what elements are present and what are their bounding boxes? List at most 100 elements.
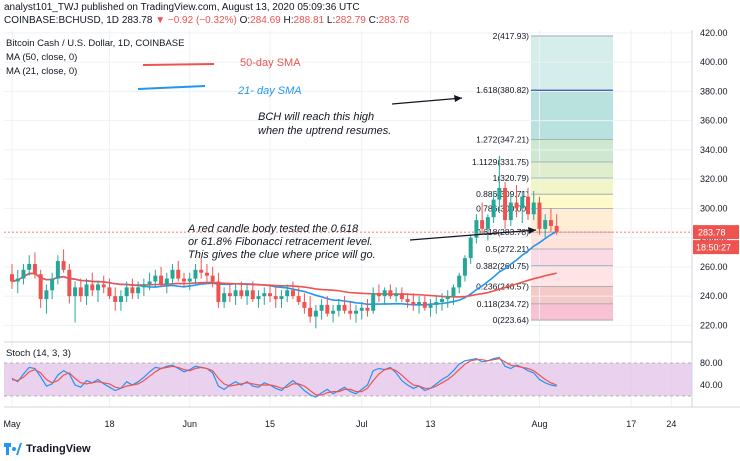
- fib-label: 0(223.64): [493, 315, 530, 325]
- candle-body: [319, 304, 324, 311]
- candle-body: [210, 275, 215, 282]
- legend-title: Bitcoin Cash / U.S. Dollar, 1D, COINBASE: [6, 38, 184, 49]
- ma21-note: 21- day SMA: [237, 85, 302, 97]
- candle-body: [371, 293, 376, 311]
- publish-text: analyst101_TWJ published on TradingView.…: [4, 2, 360, 13]
- candle-body: [382, 290, 387, 297]
- candle-arrow: [409, 229, 537, 241]
- fib-label: 0.886(309.71): [476, 189, 529, 199]
- footer: TradingView: [4, 440, 91, 458]
- open-value: 284.69: [250, 15, 281, 26]
- candle-body: [239, 290, 244, 297]
- close-label: C:: [368, 15, 379, 26]
- change-text: ▼ −0.92 (−0.32%): [155, 15, 237, 26]
- price-tick-label: 260.00: [700, 262, 728, 272]
- candles: [10, 155, 559, 329]
- ma50-line: [11, 272, 557, 298]
- fib-label: 0.236(246.57): [476, 282, 529, 292]
- candle-body: [182, 278, 186, 282]
- price-tick-label: 420.00: [700, 28, 728, 38]
- candle-body: [468, 237, 473, 259]
- fib-label: 1.1129(331.75): [472, 157, 529, 167]
- candle-body: [159, 275, 164, 285]
- candle-body: [61, 261, 66, 270]
- price-tick-label: 320.00: [700, 174, 728, 184]
- candle-note-3: This gives the clue where price will go.: [188, 249, 376, 261]
- candle-body: [50, 278, 55, 291]
- candle-body: [417, 301, 422, 305]
- publish-line: analyst101_TWJ published on TradingView.…: [4, 2, 360, 13]
- candle-body: [262, 293, 267, 297]
- candle-body: [27, 263, 32, 270]
- fib-zone: [531, 177, 613, 195]
- candle-body: [376, 293, 381, 297]
- candle-body: [113, 296, 118, 302]
- candle-body: [503, 187, 508, 221]
- time-tick-label: Aug: [531, 419, 547, 429]
- open-label: O:: [239, 15, 251, 26]
- low-label: L:: [326, 15, 336, 26]
- ohlc-line: COINBASE:BCHUSD, 1D 283.78 ▼ −0.92 (−0.3…: [4, 15, 409, 26]
- stoch-band: [4, 363, 692, 396]
- candle-body: [411, 301, 416, 305]
- candle-body: [313, 310, 318, 317]
- stoch-tick-label: 40.00: [700, 380, 723, 390]
- candle-body: [543, 220, 548, 229]
- time-badge-bg: [693, 240, 739, 255]
- target-arrow: [391, 97, 463, 105]
- fib-label: 0.786(300.00): [476, 203, 529, 213]
- candle-body: [273, 296, 278, 300]
- candle-body: [250, 290, 255, 300]
- candle-body: [342, 304, 347, 311]
- ma50-legend-swatch: [142, 63, 215, 66]
- candle-body: [508, 202, 513, 221]
- candle-body: [222, 293, 227, 302]
- candle-body: [245, 290, 250, 297]
- candle-body: [193, 269, 198, 279]
- candle-body: [405, 299, 410, 302]
- legend-ma50: MA (50, close, 0): [6, 52, 77, 63]
- fib-label: 0.5(272.21): [486, 244, 530, 254]
- candle-body: [32, 263, 37, 275]
- candle-body: [147, 281, 152, 285]
- annotations: Bitcoin Cash / U.S. Dollar, 1D, COINBASE…: [6, 38, 537, 261]
- candle-body: [491, 199, 496, 218]
- candle-body: [434, 301, 439, 305]
- candle-body: [130, 287, 135, 294]
- stoch-tick-label: 80.00: [700, 358, 723, 368]
- candle-body: [96, 284, 100, 291]
- candle-body: [55, 261, 60, 279]
- candle-body: [302, 301, 307, 308]
- candle-arrowhead: [528, 227, 536, 234]
- fib-zone: [531, 139, 613, 162]
- candle-body: [514, 202, 519, 209]
- candle-body: [124, 287, 129, 297]
- axes: 220.00240.00260.00280.00300.00320.00340.…: [3, 28, 740, 429]
- candle-body: [422, 301, 427, 308]
- fib-zone: [531, 303, 613, 321]
- price-tick-label: 340.00: [700, 145, 728, 155]
- candle-body: [73, 287, 78, 297]
- price-badge: 283.78: [698, 228, 726, 238]
- time-tick-label: 24: [666, 419, 676, 429]
- fib-zone: [531, 249, 613, 266]
- fib-zone: [531, 90, 613, 140]
- candle-body: [526, 196, 530, 215]
- fib-label: 1.272(347.21): [476, 134, 529, 144]
- price-tick-label: 300.00: [700, 203, 728, 213]
- candle-body: [520, 196, 525, 209]
- candle-body: [15, 278, 20, 282]
- last-price: 283.78: [121, 15, 153, 26]
- time-tick-label: 17: [626, 419, 636, 429]
- time-tick-label: Jun: [182, 419, 197, 429]
- candle-body: [268, 293, 272, 297]
- candle-body: [176, 269, 181, 279]
- fib-label: 0.382(260.75): [476, 261, 529, 271]
- fib-zone: [531, 208, 613, 233]
- candle-body: [233, 290, 238, 297]
- candle-body: [216, 281, 221, 302]
- legend-ma21: MA (21, close, 0): [6, 66, 77, 77]
- price-tick-label: 400.00: [700, 57, 728, 67]
